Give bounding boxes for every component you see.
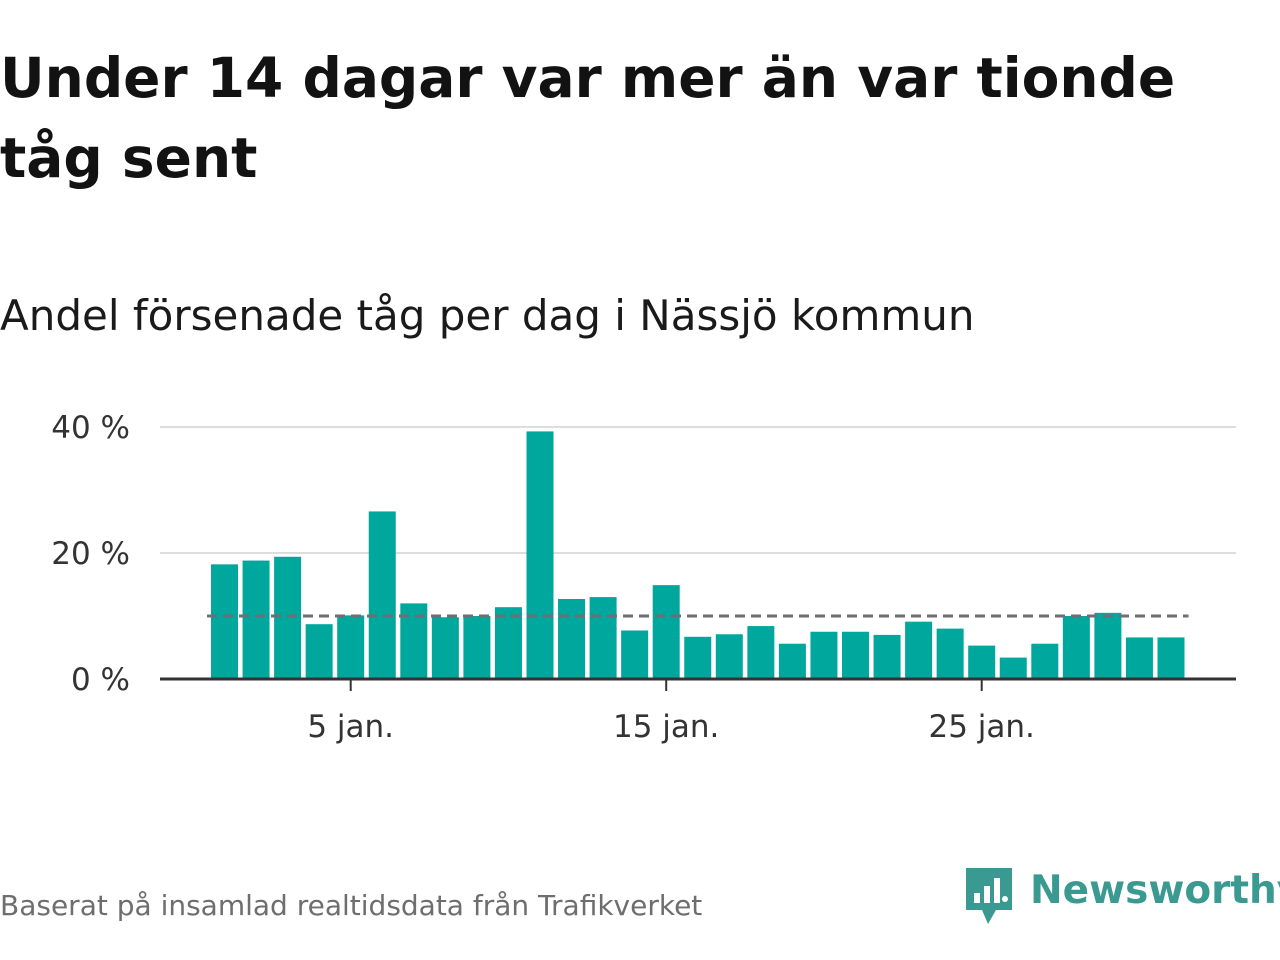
bar [368,511,396,679]
bar [211,564,238,679]
x-tick-label: 15 jan. [613,709,719,745]
brand-logo: Newsworthy [962,862,1280,932]
bar [1094,612,1122,679]
bar [558,598,586,679]
bar [873,634,901,679]
bar [905,621,933,679]
newsworthy-logo-icon [966,868,1012,924]
bar [999,657,1027,679]
bar [1157,637,1185,679]
bar [936,628,964,679]
x-tick-label: 25 jan. [928,709,1034,745]
bar [242,560,270,679]
bar [305,624,333,679]
bar [1031,643,1059,679]
bar [1125,637,1153,679]
x-tick-label: 5 jan. [307,709,394,745]
y-tick-label: 20 % [51,536,130,572]
brand-name: Newsworthy [1030,868,1280,913]
chart-title: Under 14 dagar var mer än var tionde tåg… [0,46,1176,190]
bar [715,634,743,679]
y-tick-label: 40 % [51,410,130,446]
bar [463,616,491,679]
bar [337,615,365,679]
bar-chart: 0 % 20 % 40 % 5 jan. 15 jan. 25 jan. [51,410,1236,745]
bar [431,617,459,679]
bar [747,626,775,679]
bar [684,636,712,679]
bar [810,631,838,679]
bar [778,643,806,679]
bar [968,645,996,679]
bar [621,630,649,679]
bar [274,556,302,679]
bar [526,431,554,679]
bar [652,585,680,679]
y-tick-label: 0 % [71,662,130,698]
source-note: Baserat på insamlad realtidsdata från Tr… [0,889,703,922]
bar [589,597,617,679]
chart-subtitle: Andel försenade tåg per dag i Nässjö kom… [0,291,975,340]
bar [1062,616,1090,679]
bar [842,631,869,679]
bar [494,607,522,679]
